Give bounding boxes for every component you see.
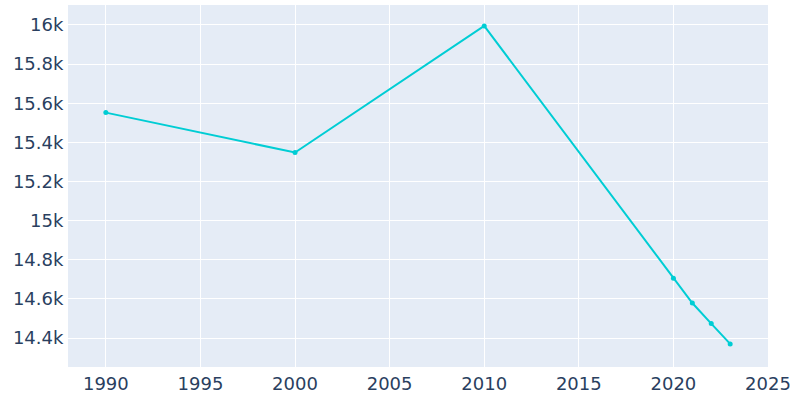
svg-text:2010: 2010: [461, 373, 507, 394]
svg-text:15k: 15k: [30, 210, 64, 231]
svg-text:15.4k: 15.4k: [13, 132, 64, 153]
svg-text:15.8k: 15.8k: [13, 53, 64, 74]
svg-text:2015: 2015: [556, 373, 602, 394]
svg-text:14.4k: 14.4k: [13, 327, 64, 348]
svg-text:2025: 2025: [745, 373, 791, 394]
svg-text:14.6k: 14.6k: [13, 288, 64, 309]
svg-text:1990: 1990: [83, 373, 129, 394]
svg-text:16k: 16k: [30, 14, 64, 35]
svg-text:15.6k: 15.6k: [13, 93, 64, 114]
svg-text:14.8k: 14.8k: [13, 249, 64, 270]
svg-text:2000: 2000: [272, 373, 318, 394]
svg-text:2005: 2005: [367, 373, 413, 394]
svg-text:2020: 2020: [651, 373, 697, 394]
svg-text:15.2k: 15.2k: [13, 171, 64, 192]
svg-text:1995: 1995: [178, 373, 224, 394]
